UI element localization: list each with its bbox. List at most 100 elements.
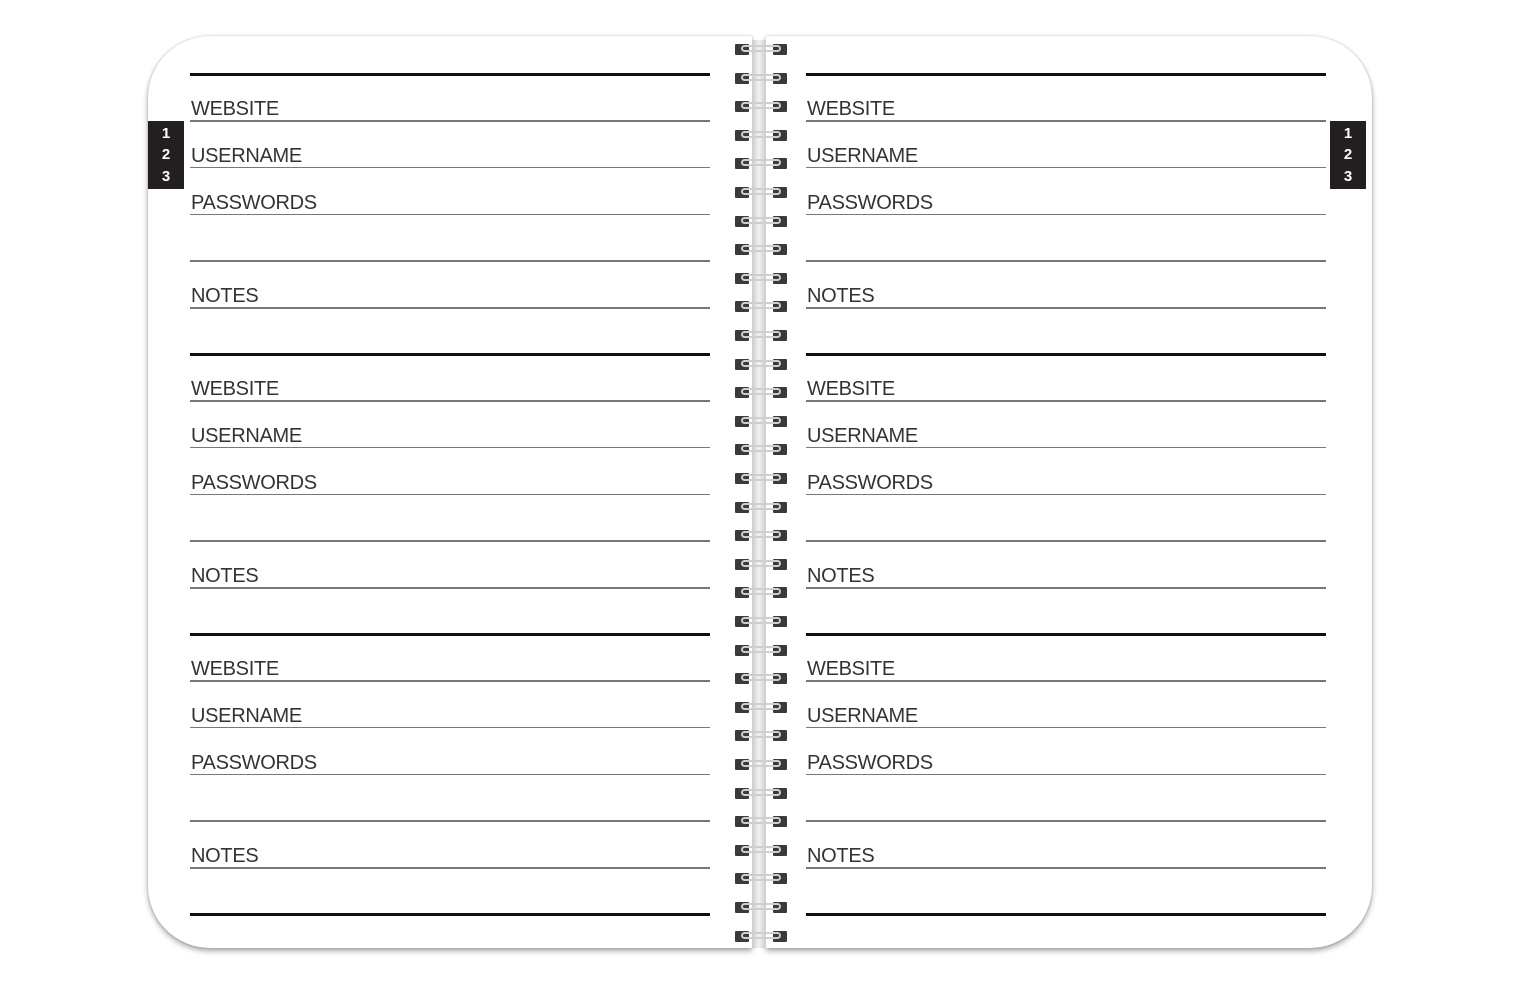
left-field-line (190, 166, 710, 169)
spiral-ring (733, 586, 789, 600)
left-passwords-label: PASSWORDS (191, 471, 317, 494)
spiral-ring (733, 672, 789, 686)
left-field-line (190, 773, 710, 776)
spiral-ring (733, 615, 789, 629)
left-passwords-label: PASSWORDS (191, 751, 317, 774)
spiral-ring (733, 901, 789, 915)
spiral-ring (733, 844, 789, 858)
left-passwords-label: PASSWORDS (191, 191, 317, 214)
spiral-ring (733, 729, 789, 743)
right-passwords-label: PASSWORDS (807, 751, 933, 774)
right-field-line (806, 773, 1326, 776)
left-field-line (190, 680, 710, 682)
left-field-line (190, 213, 710, 216)
left-section-divider (190, 913, 710, 916)
spiral-ring (733, 329, 789, 343)
spiral-ring (733, 501, 789, 515)
spiral-ring (733, 43, 789, 57)
right-field-line (806, 307, 1326, 309)
left-website-label: WEBSITE (191, 98, 279, 120)
spiral-ring (733, 872, 789, 886)
right-field-line (806, 260, 1326, 262)
right-username-label: USERNAME (807, 144, 918, 167)
spiral-ring (733, 443, 789, 457)
left-field-line (190, 540, 710, 542)
left-field-line (190, 587, 710, 589)
right-notes-label: NOTES (807, 565, 875, 588)
spiral-ring (733, 300, 789, 314)
right-username-label: USERNAME (807, 424, 918, 447)
right-index-tab[interactable]: 1 2 3 (1330, 121, 1366, 189)
right-section-divider (806, 353, 1326, 356)
tab-number: 2 (1343, 146, 1353, 164)
spiral-ring (733, 415, 789, 429)
right-passwords-label: PASSWORDS (807, 471, 933, 494)
right-passwords-label: PASSWORDS (807, 191, 933, 214)
spiral-ring (733, 930, 789, 944)
spiral-ring (733, 272, 789, 286)
left-field-line (190, 820, 710, 822)
left-field-line (190, 726, 710, 729)
left-field-line (190, 307, 710, 309)
spiral-ring (733, 787, 789, 801)
right-website-label: WEBSITE (807, 658, 895, 680)
right-notes-label: NOTES (807, 845, 875, 868)
left-username-label: USERNAME (191, 144, 302, 167)
spiral-ring (733, 558, 789, 572)
tab-number: 2 (161, 146, 171, 164)
right-field-line (806, 680, 1326, 682)
tab-number: 1 (1343, 125, 1353, 143)
spiral-ring (733, 129, 789, 143)
right-notes-label: NOTES (807, 285, 875, 308)
right-page (766, 36, 1372, 948)
spiral-ring (733, 815, 789, 829)
left-field-line (190, 493, 710, 496)
left-field-line (190, 260, 710, 262)
tab-number: 3 (1343, 167, 1353, 185)
spiral-ring (733, 758, 789, 772)
spiral-ring (733, 72, 789, 86)
spiral-ring (733, 100, 789, 114)
spiral-ring (733, 472, 789, 486)
left-username-label: USERNAME (191, 704, 302, 727)
spiral-ring (733, 358, 789, 372)
left-field-line (190, 120, 710, 122)
right-section-divider (806, 633, 1326, 636)
spiral-ring (733, 386, 789, 400)
left-field-line (190, 400, 710, 402)
left-page (148, 36, 752, 948)
spiral-ring (733, 186, 789, 200)
spiral-ring (733, 215, 789, 229)
left-field-line (190, 867, 710, 869)
left-notes-label: NOTES (191, 285, 259, 308)
spiral-ring (733, 157, 789, 171)
left-index-tab[interactable]: 1 2 3 (148, 121, 184, 189)
left-section-divider (190, 353, 710, 356)
left-section-divider (190, 633, 710, 636)
spine (752, 40, 766, 948)
right-field-line (806, 400, 1326, 402)
left-notes-label: NOTES (191, 565, 259, 588)
spiral-ring (733, 243, 789, 257)
left-field-line (190, 446, 710, 449)
left-notes-label: NOTES (191, 845, 259, 868)
tab-number: 1 (161, 125, 171, 143)
right-field-line (806, 867, 1326, 869)
spiral-ring (733, 701, 789, 715)
right-field-line (806, 213, 1326, 216)
spiral-ring (733, 644, 789, 658)
left-section-divider (190, 73, 710, 76)
tab-number: 3 (161, 167, 171, 185)
right-field-line (806, 166, 1326, 169)
right-field-line (806, 540, 1326, 542)
spiral-ring (733, 529, 789, 543)
right-field-line (806, 120, 1326, 122)
right-username-label: USERNAME (807, 704, 918, 727)
left-username-label: USERNAME (191, 424, 302, 447)
left-website-label: WEBSITE (191, 378, 279, 400)
left-website-label: WEBSITE (191, 658, 279, 680)
right-section-divider (806, 73, 1326, 76)
right-section-divider (806, 913, 1326, 916)
right-field-line (806, 446, 1326, 449)
right-field-line (806, 493, 1326, 496)
